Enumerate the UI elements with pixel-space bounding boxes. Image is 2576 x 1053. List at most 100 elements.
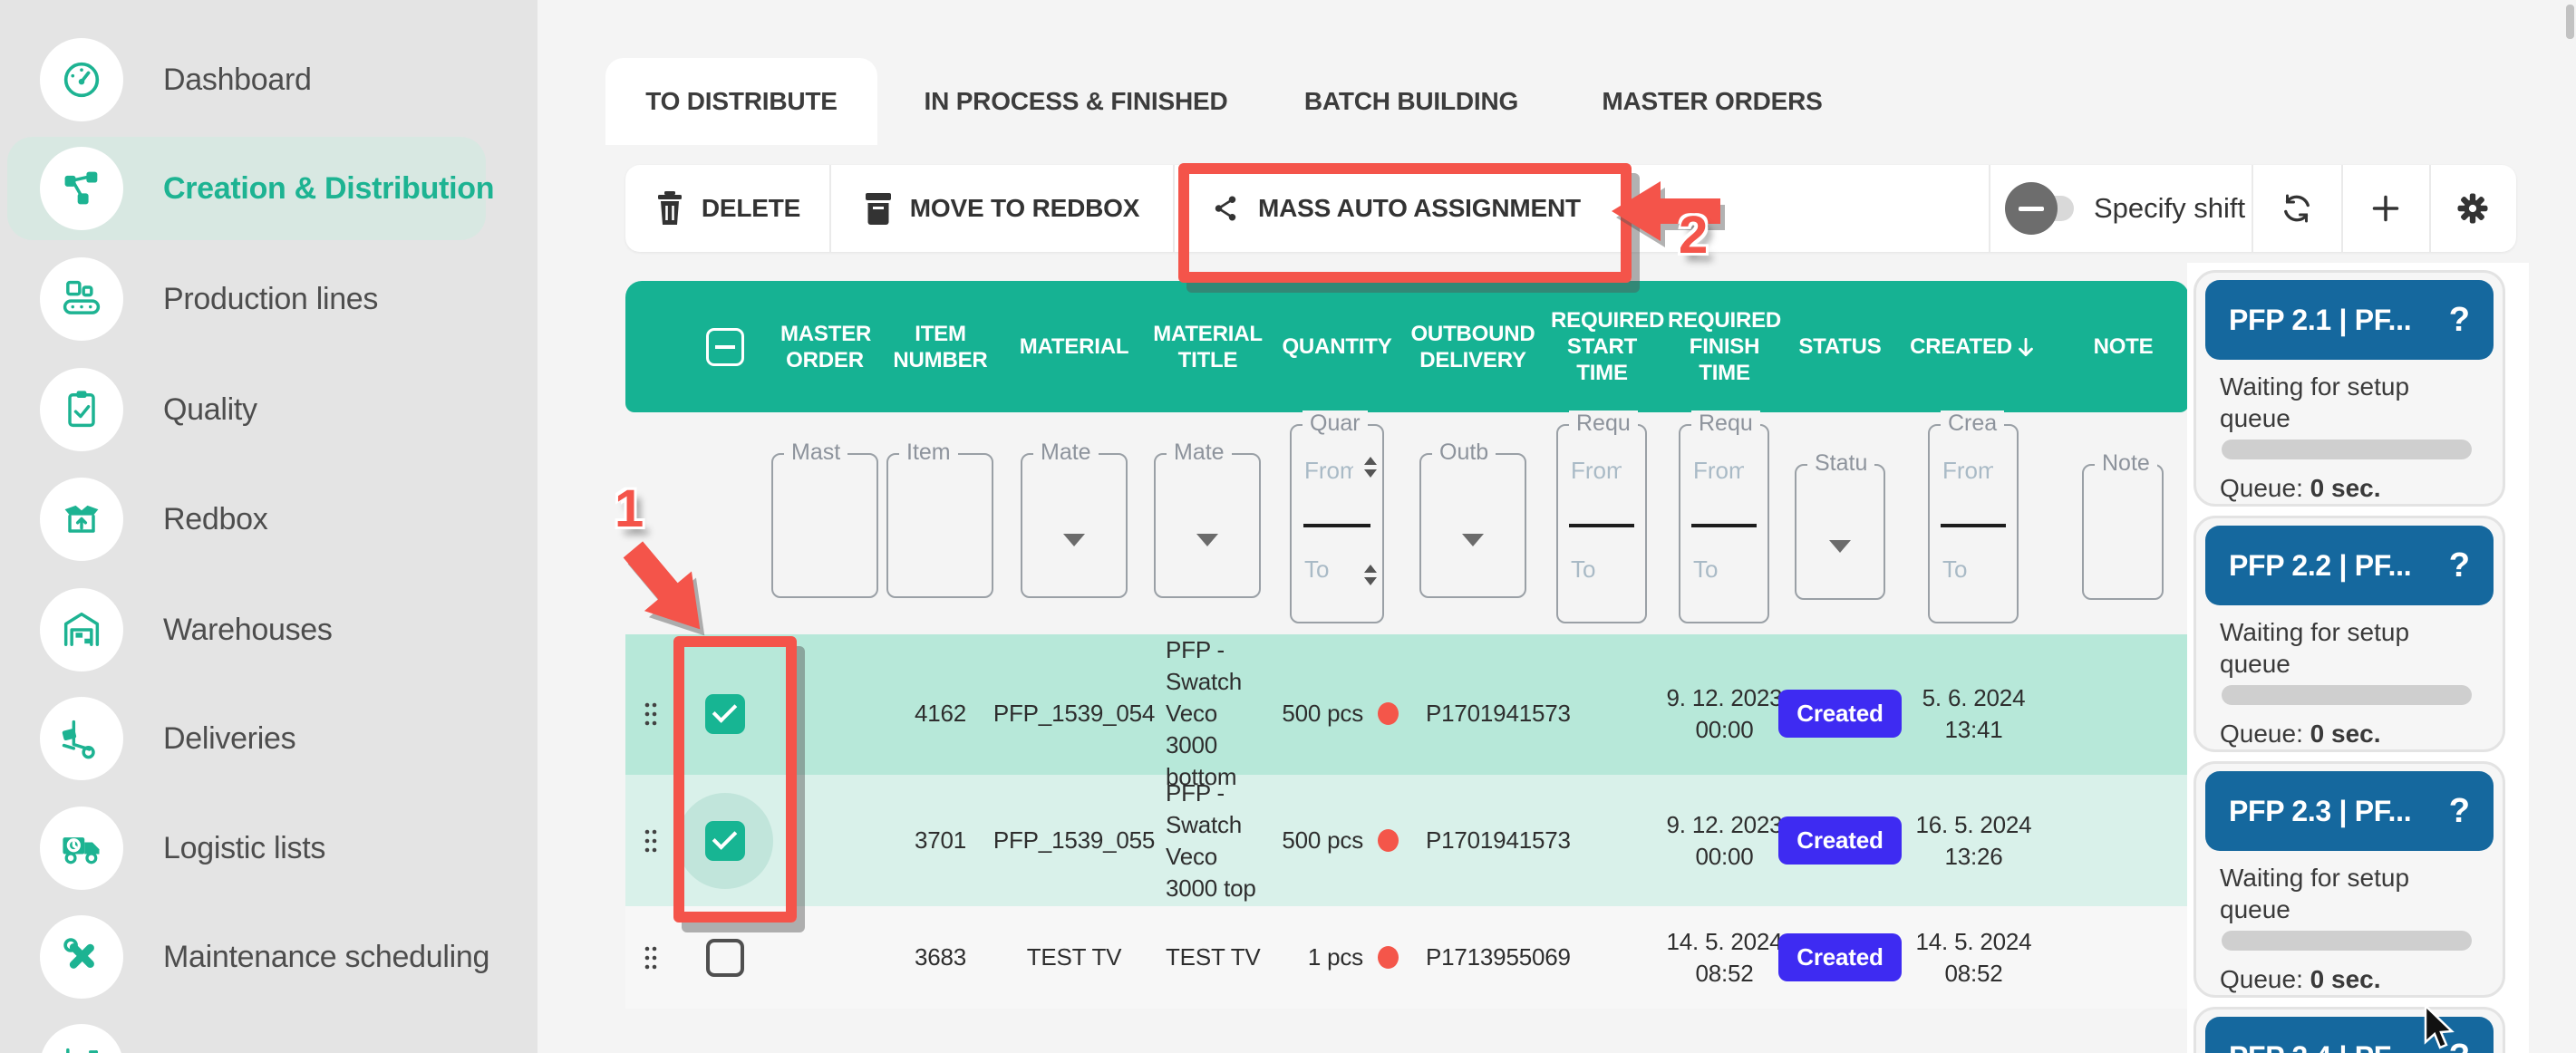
column-header-required-finish-time[interactable]: REQUIRED FINISH TIME xyxy=(1667,308,1782,385)
help-icon[interactable]: ? xyxy=(2448,300,2470,339)
filter-material-title-select[interactable]: Mate xyxy=(1154,440,1261,598)
column-header-outbound-delivery[interactable]: OUTBOUND DELIVERY xyxy=(1410,321,1535,372)
column-header-master-order[interactable]: MASTER ORDER xyxy=(780,321,872,372)
sidebar-item-maintenance-scheduling[interactable]: Maintenance scheduling xyxy=(7,905,489,1009)
sidebar-item-creation-distribution[interactable]: Creation & Distribution xyxy=(7,137,495,240)
sidebar-item-logistic-lists[interactable]: Logistic lists xyxy=(7,797,486,900)
number-spinner-icon[interactable] xyxy=(1364,457,1377,478)
filter-label: Item xyxy=(899,440,958,466)
to-input[interactable]: To xyxy=(1942,555,1968,583)
sidebar-item-reporting[interactable]: Reporting xyxy=(7,1014,486,1053)
to-input[interactable]: To xyxy=(1571,555,1596,583)
sidebar-item-redbox[interactable]: Redbox xyxy=(7,468,486,571)
filter-label: Mate xyxy=(1033,440,1099,466)
filter-status-select[interactable]: Statu xyxy=(1795,450,1885,600)
to-input[interactable]: To xyxy=(1693,555,1719,583)
move-to-redbox-button[interactable]: MOVE TO REDBOX xyxy=(829,165,1173,252)
sidebar-item-quality[interactable]: Quality xyxy=(7,358,486,461)
queue-card-header-button[interactable]: PFP 2.2 | PF... ? xyxy=(2205,526,2494,605)
column-header-material[interactable]: MATERIAL xyxy=(1019,334,1129,359)
filter-material-select[interactable]: Mate xyxy=(1021,440,1128,598)
report-chart-icon xyxy=(40,1024,123,1053)
column-header-status[interactable]: STATUS xyxy=(1798,334,1882,359)
column-header-required-start-time[interactable]: REQUIRED START TIME xyxy=(1551,308,1665,385)
column-header-note[interactable]: NOTE xyxy=(2093,334,2154,359)
drag-handle[interactable] xyxy=(625,943,675,972)
annotation-rect-mass-auto-assignment xyxy=(1178,163,1632,283)
row-checkbox-checked[interactable] xyxy=(705,693,745,734)
delete-button[interactable]: DELETE xyxy=(625,165,829,252)
refresh-button[interactable] xyxy=(2252,165,2341,252)
table-row[interactable]: 3701 PFP_1539_055 PFP - Swatch Veco 3000… xyxy=(625,775,2189,906)
cell-created: 5. 6. 2024 13:41 xyxy=(1922,683,2026,743)
toggle-knob-minus-icon[interactable] xyxy=(2005,182,2058,235)
cell-item-number: 4162 xyxy=(914,700,967,727)
queue-card-partial: PFP 2.4 | PF... ? xyxy=(2193,1007,2505,1053)
status-dot-icon xyxy=(1378,702,1399,725)
specify-shift-toggle[interactable]: Specify shift xyxy=(1989,165,2273,252)
select-all-checkbox-indeterminate[interactable] xyxy=(706,327,744,366)
filter-label: Mast xyxy=(784,440,848,466)
filter-required-finish-range-input[interactable]: Requ From To xyxy=(1679,411,1769,623)
filter-quantity-range-input[interactable]: Quar From To xyxy=(1290,411,1384,623)
filter-item-number-input[interactable]: Item xyxy=(886,440,993,598)
annotation-step-2: 2 xyxy=(1679,206,1709,265)
filter-label: Requ xyxy=(1569,411,1638,437)
tab-batch-building[interactable]: BATCH BUILDING xyxy=(1266,58,1556,145)
column-header-item-number[interactable]: ITEM NUMBER xyxy=(893,321,988,372)
sidebar-item-warehouses[interactable]: Warehouses xyxy=(7,578,486,681)
plus-icon xyxy=(2372,195,2398,222)
sidebar-item-deliveries[interactable]: Deliveries xyxy=(7,687,486,790)
range-divider xyxy=(1691,524,1757,527)
quantity-to-input[interactable]: To xyxy=(1304,555,1330,583)
queue-card-header-button[interactable]: PFP 2.4 | PF... ? xyxy=(2205,1017,2494,1053)
progress-bar xyxy=(2222,685,2472,705)
column-header-created[interactable]: CREATED xyxy=(1890,333,2058,360)
settings-button[interactable] xyxy=(2429,165,2516,252)
help-icon[interactable]: ? xyxy=(2448,791,2470,830)
table-row[interactable]: 3683 TEST TV TEST TV 1 pcs P1713955069 1… xyxy=(625,906,2189,1009)
annotation-arrow-2-icon xyxy=(1612,181,1720,241)
column-header-material-title[interactable]: MATERIAL TITLE xyxy=(1153,321,1263,372)
from-input[interactable]: From xyxy=(1571,457,1622,484)
queue-card-header-button[interactable]: PFP 2.3 | PF... ? xyxy=(2205,771,2494,851)
filter-outbound-delivery-select[interactable]: Outb xyxy=(1419,440,1526,598)
sidebar-item-dashboard[interactable]: Dashboard xyxy=(7,28,486,131)
toolbar-divider xyxy=(2429,165,2431,252)
help-icon[interactable]: ? xyxy=(2449,1038,2470,1053)
table-row[interactable]: 4162 PFP_1539_054 PFP - Swatch Veco 3000… xyxy=(625,634,2189,790)
row-checkbox-checked[interactable] xyxy=(705,820,745,861)
filter-required-start-range-input[interactable]: Requ From To xyxy=(1556,411,1647,623)
quantity-from-input[interactable]: From xyxy=(1304,457,1353,484)
cell-status: Created xyxy=(1778,690,1902,738)
filter-label: Requ xyxy=(1691,411,1760,437)
number-spinner-icon[interactable] xyxy=(1364,565,1377,585)
from-input[interactable]: From xyxy=(1942,457,1993,484)
sidebar-item-production-lines[interactable]: Production lines xyxy=(7,247,486,351)
drag-handle[interactable] xyxy=(625,700,675,729)
drag-handle[interactable] xyxy=(625,826,675,855)
quality-clipboard-icon xyxy=(40,368,123,451)
dropdown-caret-icon xyxy=(1829,539,1851,553)
row-checkbox-unchecked[interactable] xyxy=(706,938,744,977)
mass-auto-assignment-label: MASS AUTO ASSIGNMENT xyxy=(1258,194,1581,222)
tab-to-distribute[interactable]: TO DISTRIBUTE xyxy=(605,58,877,145)
add-button[interactable] xyxy=(2341,165,2429,252)
toggle-track[interactable] xyxy=(2005,182,2074,235)
from-input[interactable]: From xyxy=(1693,457,1744,484)
scrollbar-thumb[interactable] xyxy=(2566,5,2574,39)
help-icon[interactable]: ? xyxy=(2448,546,2470,584)
filter-created-range-input[interactable]: Crea From To xyxy=(1928,411,2019,623)
queue-card-header-button[interactable]: PFP 2.1 | PF... ? xyxy=(2205,280,2494,360)
dropdown-caret-icon xyxy=(1462,534,1484,547)
sidebar-item-label: Deliveries xyxy=(163,720,296,756)
column-header-quantity[interactable]: QUANTITY xyxy=(1282,334,1392,359)
mass-auto-assignment-button[interactable]: MASS AUTO ASSIGNMENT xyxy=(1173,165,1989,252)
drag-handle-icon xyxy=(644,829,656,852)
cell-material-title: PFP - Swatch Veco 3000 bottom xyxy=(1166,636,1243,790)
filter-note-input[interactable]: Note xyxy=(2082,450,2164,600)
filter-master-order-input[interactable]: Mast xyxy=(771,440,878,598)
specify-shift-label: Specify shift xyxy=(2094,192,2246,224)
tab-in-process-finished[interactable]: IN PROCESS & FINISHED xyxy=(913,58,1239,145)
tab-master-orders[interactable]: MASTER ORDERS xyxy=(1567,58,1857,145)
